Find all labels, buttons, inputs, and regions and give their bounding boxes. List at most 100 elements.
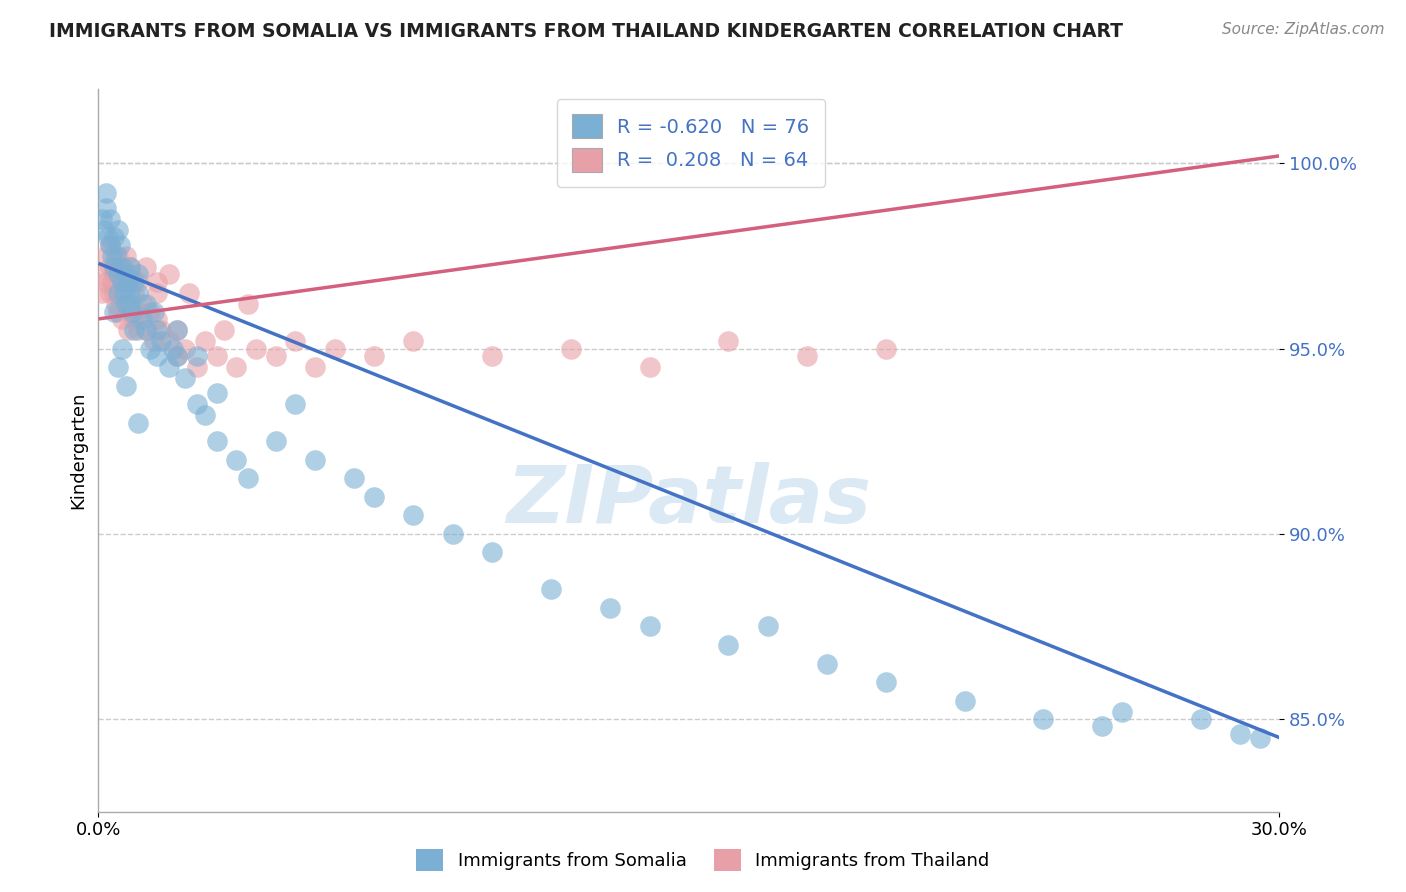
- Point: [111, 342, 134, 356]
- Point: [112, 268, 135, 282]
- Point: [118, 285, 141, 300]
- Legend: R = -0.620   N = 76, R =  0.208   N = 64: R = -0.620 N = 76, R = 0.208 N = 64: [557, 99, 825, 187]
- Point: [117, 275, 139, 289]
- Point: [91, 211, 114, 226]
- Point: [103, 304, 125, 318]
- Point: [103, 230, 125, 244]
- Point: [131, 312, 153, 326]
- Point: [107, 360, 129, 375]
- Point: [599, 601, 621, 615]
- Point: [127, 268, 149, 282]
- Point: [107, 249, 129, 263]
- Point: [138, 342, 160, 356]
- Point: [115, 297, 138, 311]
- Point: [194, 409, 217, 423]
- Point: [98, 285, 121, 300]
- Point: [127, 416, 149, 430]
- Point: [105, 297, 128, 311]
- Point: [1189, 712, 1212, 726]
- Point: [91, 285, 114, 300]
- Point: [118, 268, 141, 282]
- Point: [108, 237, 131, 252]
- Point: [150, 334, 173, 348]
- Point: [111, 285, 134, 300]
- Point: [115, 297, 138, 311]
- Point: [135, 260, 157, 274]
- Point: [186, 349, 208, 363]
- Point: [304, 452, 326, 467]
- Point: [142, 304, 165, 318]
- Point: [146, 285, 169, 300]
- Point: [107, 285, 129, 300]
- Point: [118, 297, 141, 311]
- Point: [205, 349, 228, 363]
- Point: [135, 323, 157, 337]
- Point: [127, 285, 149, 300]
- Point: [98, 260, 121, 274]
- Point: [101, 275, 124, 289]
- Point: [131, 297, 153, 311]
- Point: [717, 334, 740, 348]
- Point: [146, 275, 169, 289]
- Text: Source: ZipAtlas.com: Source: ZipAtlas.com: [1222, 22, 1385, 37]
- Text: ZIPatlas: ZIPatlas: [506, 462, 872, 540]
- Point: [174, 371, 197, 385]
- Point: [127, 323, 149, 337]
- Point: [115, 378, 138, 392]
- Point: [117, 323, 139, 337]
- Point: [174, 342, 197, 356]
- Point: [1111, 705, 1133, 719]
- Point: [107, 260, 129, 274]
- Point: [540, 582, 562, 597]
- Point: [875, 342, 897, 356]
- Point: [481, 349, 503, 363]
- Point: [135, 323, 157, 337]
- Point: [756, 619, 779, 633]
- Point: [103, 285, 125, 300]
- Point: [157, 360, 180, 375]
- Point: [157, 268, 180, 282]
- Point: [245, 342, 267, 356]
- Point: [815, 657, 838, 671]
- Point: [121, 304, 143, 318]
- Point: [402, 508, 425, 523]
- Point: [118, 304, 141, 318]
- Point: [194, 334, 217, 348]
- Point: [103, 260, 125, 274]
- Point: [115, 249, 138, 263]
- Point: [96, 249, 118, 263]
- Point: [93, 223, 115, 237]
- Point: [304, 360, 326, 375]
- Point: [150, 323, 173, 337]
- Point: [127, 275, 149, 289]
- Point: [264, 349, 287, 363]
- Point: [122, 275, 145, 289]
- Point: [122, 312, 145, 326]
- Point: [481, 545, 503, 559]
- Point: [363, 490, 385, 504]
- Point: [186, 397, 208, 411]
- Point: [103, 268, 125, 282]
- Point: [98, 237, 121, 252]
- Point: [205, 434, 228, 449]
- Point: [953, 693, 976, 707]
- Point: [284, 397, 307, 411]
- Point: [138, 304, 160, 318]
- Point: [146, 312, 169, 326]
- Y-axis label: Kindergarten: Kindergarten: [69, 392, 87, 509]
- Point: [146, 323, 169, 337]
- Point: [1032, 712, 1054, 726]
- Point: [98, 211, 121, 226]
- Point: [162, 342, 184, 356]
- Point: [560, 342, 582, 356]
- Point: [236, 471, 259, 485]
- Point: [96, 201, 118, 215]
- Point: [638, 360, 661, 375]
- Point: [105, 249, 128, 263]
- Point: [717, 638, 740, 652]
- Point: [135, 297, 157, 311]
- Point: [205, 386, 228, 401]
- Point: [441, 526, 464, 541]
- Point: [264, 434, 287, 449]
- Point: [107, 223, 129, 237]
